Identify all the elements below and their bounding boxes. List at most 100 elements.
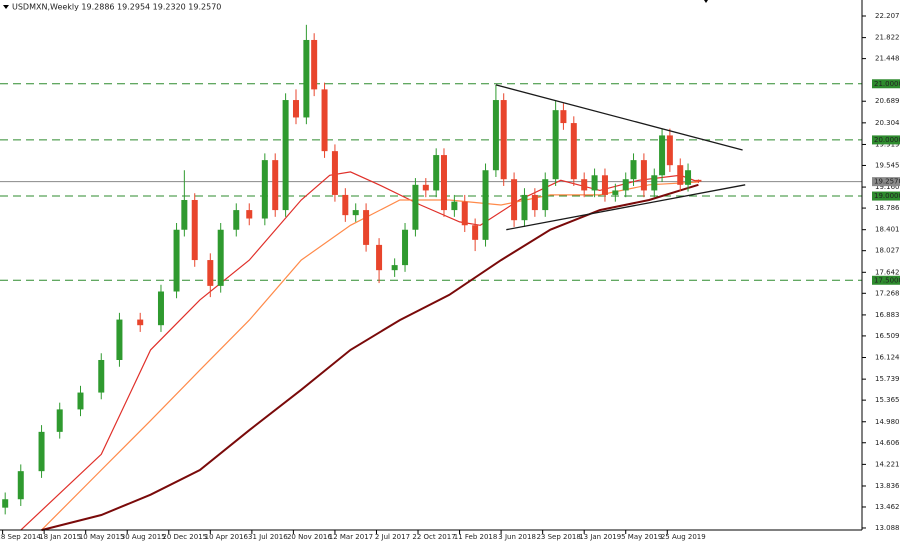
y-tick-label: 15.3650: [875, 396, 900, 404]
y-tick-label: 15.7390: [875, 375, 900, 383]
x-tick-label: 18 Jan 2015: [39, 533, 81, 541]
candle-body: [38, 431, 45, 472]
x-tick-label: 30 Aug 2015: [121, 533, 166, 541]
y-tick-label: 13.4620: [875, 503, 900, 511]
candle-body: [282, 100, 289, 211]
candle-body: [552, 110, 559, 180]
plot-area: [0, 24, 862, 532]
candle-body: [412, 184, 419, 230]
candle-body: [173, 229, 180, 292]
current-price-box: [872, 177, 900, 187]
y-tick-label: 21.8220: [875, 34, 900, 42]
candle-body: [651, 175, 658, 191]
x-tick-label: 31 Jul 2016: [248, 533, 288, 541]
candle-body: [77, 392, 84, 410]
candle-body: [56, 409, 63, 432]
candle-body: [157, 291, 164, 326]
y-tick-label: 14.9800: [875, 418, 900, 426]
y-tick-label: 19.9190: [875, 140, 900, 148]
candle-body: [666, 135, 673, 166]
y-tick-label: 19.5450: [875, 161, 900, 169]
candle-body: [581, 179, 588, 191]
candle-body: [531, 194, 538, 211]
candle-body: [181, 199, 188, 230]
candle-body: [321, 89, 328, 152]
candle-body: [601, 175, 608, 195]
y-tick-label: 16.5090: [875, 332, 900, 340]
x-tick-label: 3 Jun 2018: [498, 533, 536, 541]
candle-body: [451, 201, 458, 211]
y-tick-label: 19.1600: [875, 183, 900, 191]
candle-body: [363, 210, 370, 245]
y-tick-label: 22.2070: [875, 12, 900, 20]
y-tick-label: 16.1240: [875, 354, 900, 362]
x-tick-label: 5 May 2019: [621, 533, 662, 541]
y-tick-label: 20.6890: [875, 97, 900, 105]
level-label-box: [872, 135, 900, 145]
candle-body: [630, 160, 637, 180]
trendline: [495, 84, 743, 151]
x-tick-label: 11 Feb 2018: [454, 533, 498, 541]
y-tick-label: 18.0270: [875, 247, 900, 255]
candle-body: [137, 319, 144, 326]
candle-body: [570, 123, 577, 180]
current-price-label: 19.2570: [874, 178, 900, 186]
y-tick-label: 20.3040: [875, 119, 900, 127]
candle-body: [292, 100, 299, 118]
x-tick-label: 10 May 2015: [79, 533, 125, 541]
level-label-box: [872, 191, 900, 201]
candle-body: [272, 160, 279, 211]
x-tick-label: 20 Nov 2016: [287, 533, 332, 541]
y-tick-label: 21.4480: [875, 55, 900, 63]
candle-body: [685, 170, 692, 185]
x-tick-label: 28 Sep 2014: [0, 533, 41, 541]
candle-body: [246, 210, 253, 219]
y-tick-label: 18.7860: [875, 204, 900, 212]
candle-body: [261, 160, 268, 219]
candle-body: [116, 319, 123, 360]
x-tick-label: 12 Mar 2017: [329, 533, 373, 541]
candle-body: [98, 359, 105, 393]
candle-body: [376, 244, 383, 271]
x-tick-label: 23 Sep 2018: [536, 533, 580, 541]
candle-body: [233, 210, 240, 230]
candle-body: [191, 199, 198, 261]
candle-body: [2, 499, 9, 508]
y-tick-label: 17.6420: [875, 268, 900, 276]
candle-body: [17, 471, 24, 500]
menu-arrow[interactable]: [3, 5, 9, 9]
chart-title: USDMXN,Weekly 19.2886 19.2954 19.2320 19…: [12, 3, 221, 12]
shift-marker: [704, 0, 708, 3]
candle-body: [440, 155, 447, 211]
candle-body: [303, 39, 310, 118]
candle-body: [500, 100, 507, 180]
candle-body: [391, 265, 398, 271]
candle-body: [677, 165, 684, 185]
candle-body: [461, 201, 468, 226]
x-tick-label: 25 Aug 2019: [661, 533, 706, 541]
candle-body: [207, 260, 214, 286]
candle-body: [612, 190, 619, 195]
y-tick-label: 18.4010: [875, 226, 900, 234]
level-label-box: [872, 79, 900, 89]
candle-body: [217, 229, 224, 286]
candle-body: [352, 210, 359, 216]
candle-body: [560, 110, 567, 124]
trendline: [506, 184, 746, 231]
candle-body: [342, 194, 349, 216]
candle-body: [472, 225, 479, 240]
candle-body: [640, 160, 647, 191]
candle-body: [492, 100, 499, 171]
y-tick-label: 13.8360: [875, 482, 900, 490]
candle-body: [622, 179, 629, 191]
candle-body: [311, 39, 318, 90]
y-tick-label: 16.8830: [875, 311, 900, 319]
candle-body: [331, 151, 338, 195]
candle-body: [695, 179, 702, 182]
y-tick-label: 14.6060: [875, 439, 900, 447]
candle-body: [422, 184, 429, 191]
level-label: 19.0000: [874, 192, 900, 200]
level-label: 20.0000: [874, 136, 900, 144]
